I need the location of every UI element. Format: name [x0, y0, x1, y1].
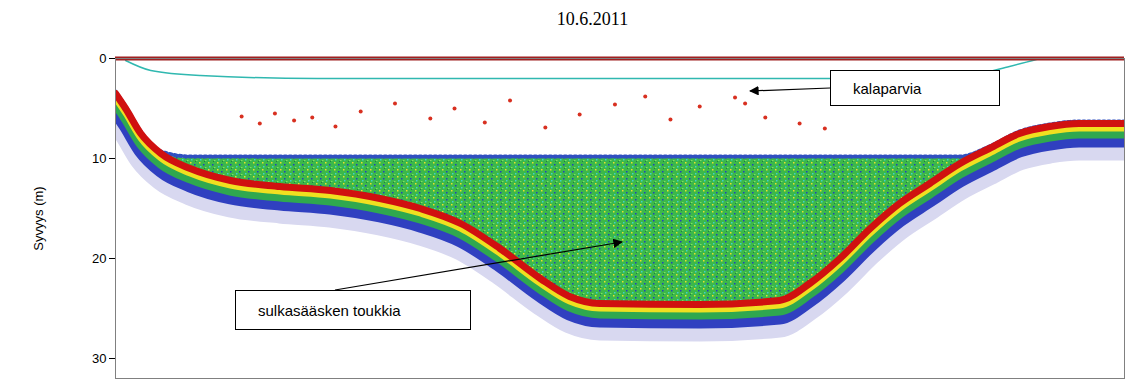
- svg-text:Syvyys (m): Syvyys (m): [31, 186, 46, 250]
- svg-text:20: 20: [92, 251, 106, 266]
- html-text:kalaparvia: kalaparvia: [853, 79, 922, 97]
- svg-text:30: 30: [92, 351, 106, 366]
- svg-text:10: 10: [92, 151, 106, 166]
- html-text:sulkasääsken toukkia: sulkasääsken toukkia: [258, 301, 401, 319]
- svg-text:0: 0: [99, 51, 106, 66]
- html-text:10.6.2011: 10.6.2011: [556, 9, 629, 29]
